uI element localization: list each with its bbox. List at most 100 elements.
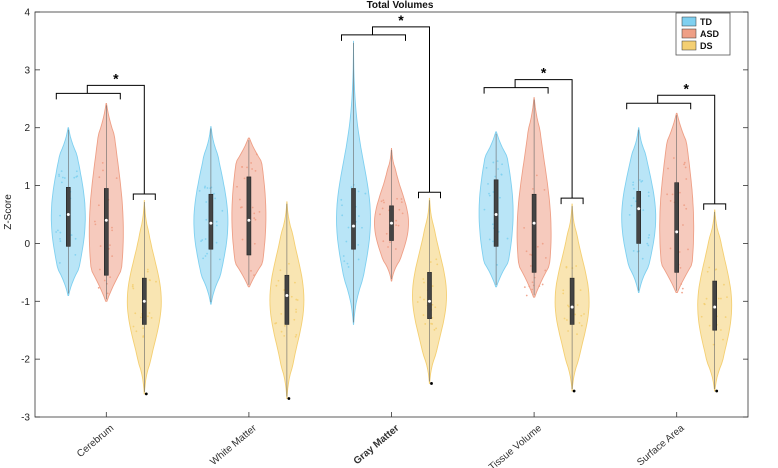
data-point	[529, 265, 532, 267]
data-point	[57, 229, 59, 232]
data-point	[703, 303, 706, 306]
data-point	[528, 285, 531, 288]
significance-star: *	[683, 80, 689, 96]
data-point	[562, 292, 565, 295]
data-point	[632, 187, 635, 190]
significance-bracket	[132, 193, 156, 201]
data-point	[632, 184, 634, 186]
data-point	[131, 285, 134, 288]
data-point	[397, 224, 400, 227]
median-marker	[208, 221, 213, 226]
data-point	[672, 157, 675, 159]
data-point	[562, 289, 565, 292]
data-point	[628, 213, 631, 216]
data-point	[497, 168, 500, 170]
data-point	[347, 266, 350, 268]
significance-bracket	[560, 197, 584, 205]
iqr-box	[569, 277, 575, 325]
data-point	[97, 286, 100, 289]
data-point	[254, 218, 257, 221]
data-point	[283, 325, 286, 327]
data-point	[382, 240, 385, 243]
significance-bracket	[657, 94, 716, 204]
data-point	[683, 204, 686, 207]
data-point	[251, 206, 254, 209]
data-point	[422, 278, 425, 280]
data-point	[198, 190, 201, 192]
data-point	[60, 181, 63, 184]
data-point	[350, 186, 353, 189]
data-point	[422, 314, 425, 316]
data-point	[60, 170, 63, 173]
data-point	[638, 179, 641, 181]
data-point	[679, 266, 682, 269]
data-point	[544, 256, 547, 259]
data-point	[580, 324, 583, 327]
iqr-box	[66, 187, 71, 247]
iqr-box	[351, 188, 356, 250]
y-tick-label: -2	[21, 355, 30, 366]
data-point	[275, 284, 278, 287]
data-point	[416, 301, 419, 303]
data-point	[501, 163, 504, 166]
data-point	[102, 169, 104, 172]
x-tick-label: White Matter	[208, 422, 259, 467]
data-point	[280, 312, 283, 315]
data-point	[213, 192, 215, 195]
data-point	[132, 287, 135, 290]
data-point	[243, 177, 246, 180]
data-point	[499, 196, 501, 199]
data-point	[423, 281, 425, 284]
data-point	[357, 243, 360, 246]
iqr-box	[636, 191, 642, 244]
significance-bracket	[514, 79, 573, 199]
y-tick-label: 0	[24, 239, 30, 250]
data-point	[58, 262, 61, 264]
data-point	[293, 318, 296, 321]
data-point	[59, 231, 62, 234]
data-point	[142, 335, 145, 337]
data-point	[681, 291, 683, 294]
data-point	[398, 208, 401, 211]
median-marker	[494, 212, 499, 217]
data-point	[685, 178, 688, 180]
data-point	[634, 200, 637, 203]
data-point	[565, 266, 568, 269]
data-point	[708, 324, 711, 327]
data-point	[400, 201, 403, 204]
data-point	[666, 193, 669, 196]
legend-swatch-asd	[681, 28, 697, 39]
data-point	[687, 248, 689, 251]
data-point	[567, 304, 569, 307]
data-point	[73, 176, 76, 179]
legend: TD ASD DS	[675, 12, 731, 56]
data-point	[294, 335, 297, 338]
data-point	[523, 286, 526, 288]
data-point	[496, 160, 499, 163]
data-point	[496, 263, 499, 266]
significance-star: *	[113, 70, 119, 86]
y-tick-label: 3	[24, 65, 30, 76]
data-point	[277, 279, 280, 282]
data-point	[433, 328, 436, 331]
data-point	[346, 262, 349, 265]
data-point	[341, 214, 344, 217]
plot-area: -3 -2 -1 0 1 2 3 4 Cerebrum White Matter Gray Matt…	[21, 8, 749, 468]
data-point	[111, 229, 114, 232]
data-point	[538, 285, 541, 287]
data-point	[567, 330, 569, 332]
median-marker	[351, 224, 356, 229]
data-point	[648, 234, 651, 236]
data-point	[436, 263, 439, 266]
data-point	[361, 226, 363, 229]
iqr-box	[246, 176, 252, 256]
significance-bracket	[86, 84, 145, 195]
data-point	[387, 246, 389, 248]
data-point	[647, 191, 650, 194]
data-point	[109, 244, 111, 247]
data-point	[424, 323, 427, 325]
data-point	[541, 242, 544, 245]
iqr-box	[427, 272, 432, 319]
data-point	[253, 274, 255, 277]
